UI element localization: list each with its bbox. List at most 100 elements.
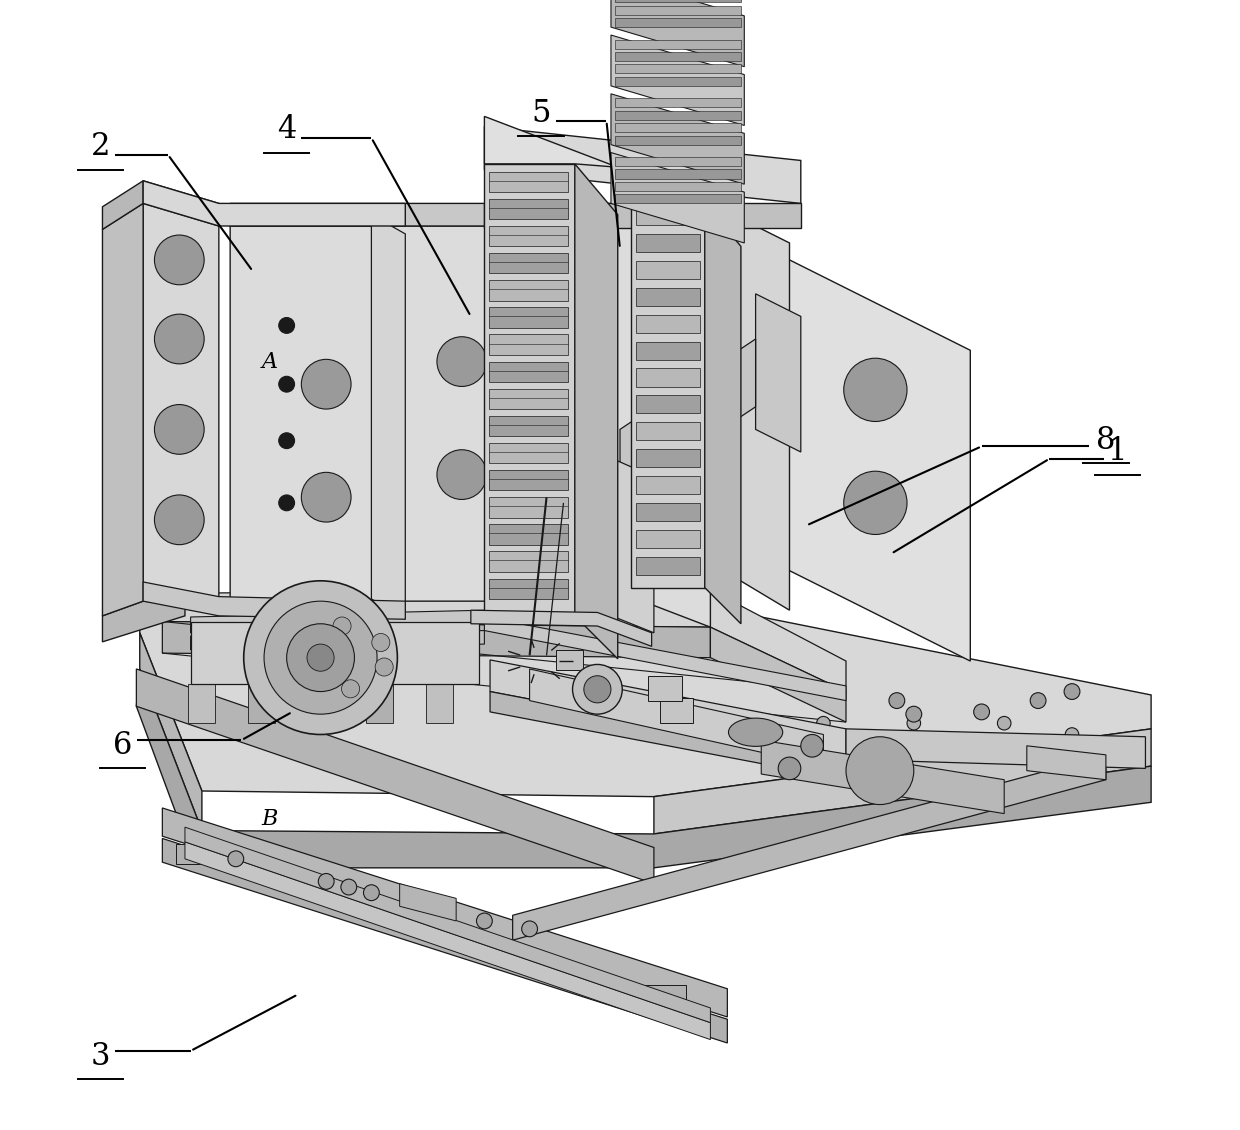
Circle shape [1064, 684, 1080, 699]
Polygon shape [143, 181, 405, 226]
Circle shape [341, 879, 357, 895]
Bar [649, 676, 682, 701]
Polygon shape [485, 164, 575, 616]
Circle shape [846, 737, 914, 805]
Polygon shape [490, 660, 846, 759]
Circle shape [341, 680, 360, 698]
Bar [615, 77, 742, 86]
Circle shape [155, 405, 205, 454]
Circle shape [363, 885, 379, 901]
Polygon shape [611, 153, 744, 243]
Polygon shape [162, 838, 728, 1043]
Text: B: B [262, 808, 278, 831]
Polygon shape [413, 912, 454, 932]
Polygon shape [755, 294, 801, 452]
Circle shape [522, 921, 537, 937]
Polygon shape [425, 684, 453, 723]
Bar [489, 199, 568, 219]
Bar [489, 307, 568, 328]
Polygon shape [399, 884, 456, 921]
Bar [636, 261, 701, 279]
Circle shape [779, 757, 801, 780]
Bar [615, 6, 742, 15]
Polygon shape [231, 203, 711, 262]
Circle shape [436, 450, 486, 499]
Polygon shape [598, 452, 653, 633]
Polygon shape [1027, 746, 1106, 780]
Polygon shape [162, 808, 728, 1017]
Bar [636, 476, 701, 494]
Polygon shape [779, 254, 971, 661]
Polygon shape [733, 215, 790, 610]
Circle shape [584, 676, 611, 703]
Circle shape [973, 704, 990, 720]
Polygon shape [575, 164, 618, 659]
Polygon shape [188, 684, 216, 723]
Polygon shape [611, 94, 744, 184]
Polygon shape [185, 842, 711, 1040]
Bar [489, 362, 568, 382]
Polygon shape [711, 627, 846, 722]
Polygon shape [140, 633, 202, 831]
Circle shape [817, 716, 831, 730]
Bar [636, 423, 701, 441]
Polygon shape [846, 729, 1146, 768]
Polygon shape [485, 127, 801, 203]
Circle shape [1065, 728, 1079, 741]
Polygon shape [611, 0, 744, 67]
Polygon shape [645, 985, 686, 1006]
Text: A: A [262, 350, 278, 373]
Circle shape [372, 634, 389, 652]
Polygon shape [485, 203, 801, 228]
Bar [615, 64, 742, 73]
Circle shape [906, 706, 921, 722]
Polygon shape [611, 35, 744, 125]
Polygon shape [231, 226, 711, 627]
Circle shape [308, 644, 334, 671]
Bar [636, 288, 701, 306]
Bar [615, 182, 742, 191]
Bar [636, 530, 701, 548]
Polygon shape [136, 669, 1151, 868]
Ellipse shape [728, 719, 782, 747]
Bar [489, 253, 568, 273]
Polygon shape [631, 203, 704, 588]
Bar [615, 52, 742, 61]
Bar [615, 98, 742, 107]
Bar [489, 497, 568, 518]
Circle shape [889, 693, 905, 709]
Bar [489, 280, 568, 301]
Polygon shape [176, 844, 217, 864]
Bar [489, 389, 568, 409]
Circle shape [476, 913, 492, 929]
Polygon shape [704, 203, 742, 624]
Polygon shape [143, 181, 218, 226]
Bar [636, 557, 701, 575]
Circle shape [843, 471, 906, 534]
Bar [489, 443, 568, 463]
Circle shape [573, 664, 622, 714]
Polygon shape [485, 617, 846, 701]
Bar [615, 0, 742, 2]
Polygon shape [191, 631, 485, 650]
Circle shape [155, 314, 205, 364]
Bar [615, 170, 742, 179]
Polygon shape [185, 827, 711, 1023]
Circle shape [843, 358, 906, 421]
Circle shape [264, 601, 377, 714]
Circle shape [301, 472, 351, 522]
Bar [392, 624, 419, 644]
Bar [615, 111, 742, 120]
Bar [489, 470, 568, 490]
Polygon shape [162, 590, 846, 692]
Text: 8: 8 [1096, 425, 1116, 457]
Bar [489, 334, 568, 355]
Bar [615, 157, 742, 166]
Polygon shape [191, 622, 479, 684]
Circle shape [279, 495, 295, 511]
Bar [489, 172, 568, 192]
Text: 3: 3 [91, 1041, 110, 1072]
Polygon shape [529, 669, 823, 766]
Circle shape [300, 668, 317, 686]
Circle shape [155, 495, 205, 545]
